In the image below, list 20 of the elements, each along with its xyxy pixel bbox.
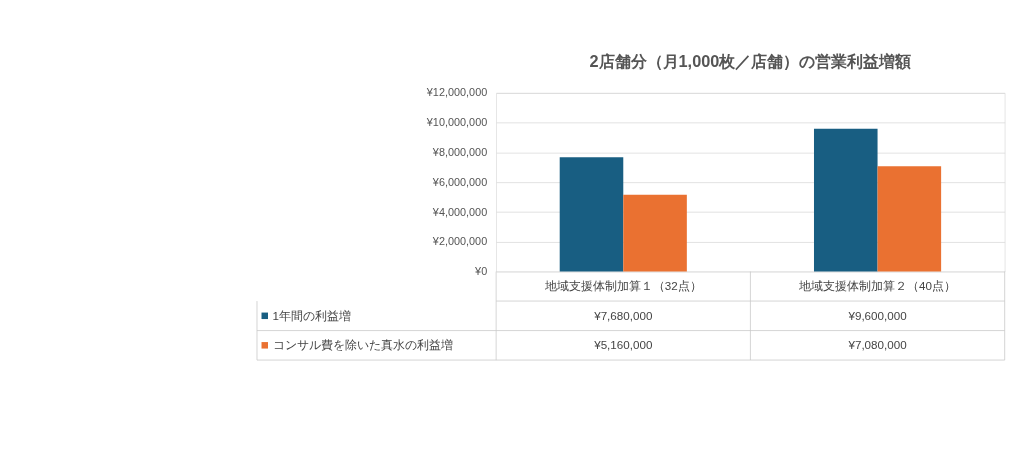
- chart-title: 2店舗分（月1,000枚／店舗）の営業利益増額: [589, 52, 912, 72]
- legend-label: 1年間の利益増: [272, 308, 351, 322]
- y-tick-label: ¥2,000,000: [431, 235, 488, 248]
- y-tick-label: ¥4,000,000: [431, 205, 488, 218]
- data-label: ¥7,680,000: [593, 308, 653, 322]
- bar: [623, 194, 687, 272]
- data-label: ¥5,160,000: [593, 338, 653, 352]
- y-tick-label: ¥10,000,000: [425, 116, 488, 129]
- x-tick-label: 地域支援体制加算１（32点）: [543, 278, 702, 293]
- bar: [559, 157, 624, 272]
- x-tick-label: 地域支援体制加算２（40点）: [798, 278, 957, 293]
- y-tick-label: ¥0: [474, 265, 488, 278]
- data-label: ¥7,080,000: [847, 338, 908, 352]
- y-tick-label: ¥12,000,000: [425, 86, 488, 99]
- bar: [813, 128, 878, 272]
- bar: [877, 166, 942, 272]
- data-label: ¥9,600,000: [847, 308, 908, 322]
- legend-label: コンサル費を除いた真水の利益増: [272, 338, 453, 352]
- y-tick-label: ¥8,000,000: [431, 146, 488, 158]
- y-tick-label: ¥6,000,000: [431, 175, 488, 188]
